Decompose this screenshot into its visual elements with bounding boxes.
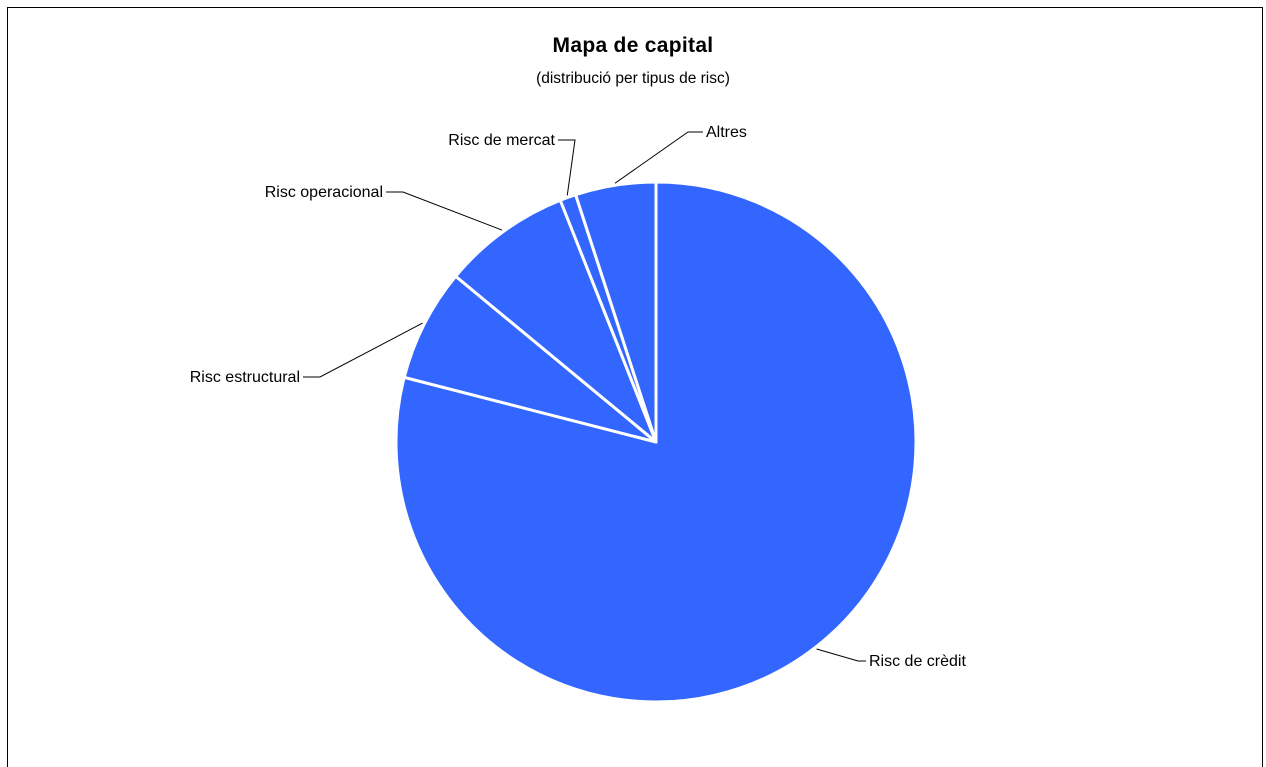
pie-slice-0 — [394, 180, 918, 704]
leader-line-2 — [386, 191, 503, 231]
slice-label-3: Risc de mercat — [448, 132, 555, 149]
leader-line-4 — [614, 131, 703, 184]
leader-line-1 — [303, 322, 423, 378]
leader-line-0 — [816, 648, 866, 662]
slice-label-1: Risc estructural — [190, 369, 300, 386]
chart-subtitle: (distribució per tipus de risc) — [536, 70, 730, 87]
slice-label-2: Risc operacional — [265, 184, 383, 201]
pie-slice-1 — [402, 274, 658, 444]
pie-slice-4 — [574, 180, 658, 444]
chart-title: Mapa de capital — [552, 34, 714, 57]
slice-label-4: Altres — [706, 124, 747, 141]
leader-line-3 — [558, 139, 576, 196]
slice-label-0: Risc de crèdit — [869, 653, 966, 670]
pie-slice-2 — [454, 198, 658, 444]
